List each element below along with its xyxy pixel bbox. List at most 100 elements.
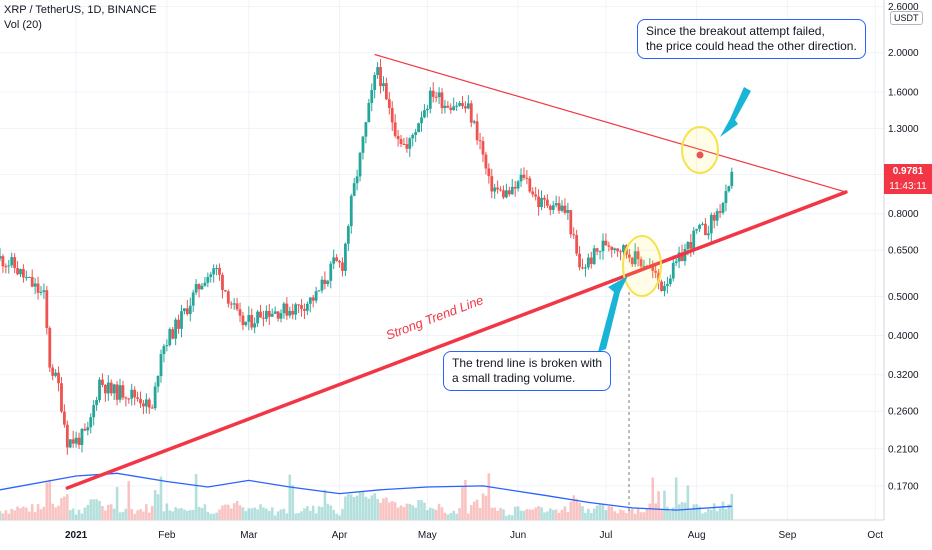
candle-body [701, 223, 704, 225]
callout-trend-broken[interactable]: The trend line is broken with a small tr… [443, 351, 612, 391]
candle-body [98, 379, 101, 401]
candle-body [715, 211, 719, 221]
volume-bar [221, 505, 224, 520]
volume-bar [701, 513, 704, 520]
callout-breakout-failed[interactable]: Since the breakout attempt failed, the p… [637, 19, 866, 59]
candle-body [695, 228, 699, 231]
candle-body [663, 285, 666, 291]
candle-body [545, 199, 549, 206]
volume-bar [566, 511, 570, 520]
volume-bar [235, 500, 239, 520]
volume-bar [133, 513, 136, 520]
volume-bar [575, 498, 578, 520]
volume-bar [306, 506, 309, 520]
candle-body [253, 323, 257, 328]
candle-body [200, 285, 204, 290]
candle-body [19, 269, 22, 275]
volume-bar [604, 509, 608, 520]
candle-body [540, 197, 543, 208]
candle-body [560, 205, 564, 211]
candle-body [106, 382, 110, 394]
price-tick-label: 0.6500 [888, 246, 919, 257]
volume-bar [513, 506, 517, 520]
volume-bar [206, 511, 210, 520]
volume-bar [311, 505, 315, 520]
candle-body [215, 267, 219, 269]
volume-bar [115, 486, 119, 520]
candle-body [390, 107, 394, 123]
price-tick-label: 0.5000 [888, 292, 919, 303]
volume-bar [683, 502, 687, 520]
candle-body [36, 283, 40, 293]
volume-bar [7, 513, 11, 520]
volume-bar [159, 476, 163, 520]
candle-body [92, 405, 96, 418]
volume-bar [54, 507, 57, 520]
volume-bar [467, 513, 470, 520]
volume-bar [153, 490, 157, 520]
candle-body [619, 251, 622, 253]
time-tick-label: Feb [158, 530, 176, 541]
volume-legend[interactable]: Vol (20) [4, 19, 42, 31]
volume-bar [291, 485, 295, 520]
volume-bar [557, 512, 561, 520]
volume-bar [607, 506, 611, 520]
volume-bar [188, 510, 192, 520]
volume-bar [704, 512, 707, 520]
volume-bar [537, 506, 540, 520]
candle-body [443, 105, 447, 109]
volume-bar [329, 505, 333, 520]
candle-body [671, 263, 675, 279]
volume-bar [165, 503, 169, 520]
candle-body [423, 110, 426, 118]
candle-body [478, 140, 482, 142]
volume-bar [428, 507, 432, 520]
candle-body [150, 407, 154, 409]
price-tick-label: 0.8000 [888, 209, 919, 220]
volume-bar [352, 496, 356, 520]
candle-body [60, 383, 63, 412]
candle-body [525, 177, 529, 179]
volume-bar [317, 506, 321, 520]
volume-bar [390, 501, 394, 520]
volume-bar [66, 494, 69, 520]
volume-bar [45, 482, 49, 520]
candle-body [566, 210, 570, 213]
price-tick-label: 1.3000 [888, 124, 919, 135]
candle-body [267, 310, 271, 317]
symbol-legend[interactable]: XRP / TetherUS, 1D, BINANCE [4, 4, 157, 16]
time-tick-label: 2021 [65, 530, 88, 541]
candle-body [408, 138, 412, 149]
volume-bar [130, 509, 134, 520]
volume-bar [592, 508, 596, 520]
candle-body [174, 319, 178, 339]
volume-bar [692, 504, 696, 520]
candle-body [256, 311, 259, 324]
volume-bar [379, 502, 382, 520]
candle-body [0, 256, 2, 259]
currency-label[interactable]: USDT [890, 11, 923, 25]
candle-body [481, 141, 485, 155]
volume-bar [402, 507, 406, 520]
volume-bar [645, 508, 649, 520]
candle-body [464, 106, 467, 109]
volume-bar [285, 513, 289, 520]
candle-body [27, 277, 31, 279]
volume-bar [715, 511, 719, 520]
volume-bar [74, 514, 78, 520]
callout-top-line-2: the price could head the other direction… [646, 39, 857, 53]
candle-body [642, 265, 646, 267]
candle-body [405, 144, 409, 149]
candle-body [504, 190, 508, 198]
volume-bar [648, 503, 652, 520]
candle-body [490, 176, 494, 192]
candle-body [136, 397, 139, 399]
volume-bar [162, 511, 166, 520]
volume-bar [77, 509, 81, 520]
candle-body [65, 424, 69, 448]
time-tick-label: Aug [688, 530, 706, 541]
volume-bar [288, 474, 292, 520]
candle-body [598, 251, 602, 253]
